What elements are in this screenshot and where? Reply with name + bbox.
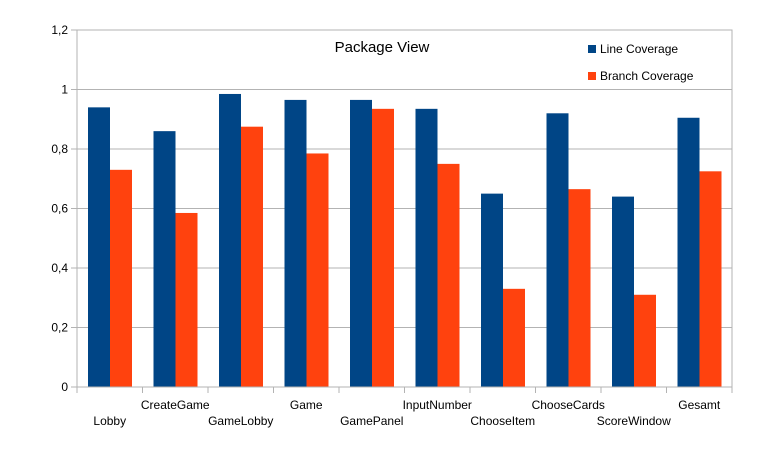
plot-area-frame [76, 29, 733, 388]
x-tick-label: ScoreWindow [597, 414, 671, 428]
bar-line-coverage [219, 93, 241, 388]
bars [88, 93, 722, 388]
chart-title: Package View [335, 39, 430, 56]
legend: Line Coverage Branch Coverage [588, 42, 694, 83]
legend-swatch [588, 45, 596, 53]
bar-line-coverage [350, 99, 372, 387]
bar-branch-coverage [503, 288, 525, 387]
x-tick-label: Lobby [93, 414, 126, 428]
bar-branch-coverage [437, 163, 460, 387]
bar-line-coverage [481, 193, 503, 387]
y-tick-label: 1 [61, 83, 68, 97]
bar-line-coverage [415, 108, 438, 388]
bar-branch-coverage [241, 126, 263, 387]
x-tick-label: InputNumber [403, 398, 472, 412]
bar-line-coverage [284, 99, 307, 387]
y-tick-label: 0,6 [51, 202, 68, 216]
bar-line-coverage [677, 117, 700, 387]
bar-line-coverage [612, 196, 634, 387]
bar-branch-coverage [699, 171, 722, 387]
legend-swatch [588, 72, 596, 80]
bar-line-coverage [153, 131, 176, 387]
y-tick-label: 0,2 [51, 321, 68, 335]
legend-label: Branch Coverage [600, 69, 694, 83]
y-tick-label: 0,8 [51, 142, 68, 156]
bar-line-coverage [88, 107, 110, 387]
bar-branch-coverage [175, 212, 198, 387]
bar-branch-coverage [568, 189, 591, 387]
y-axis-tick-labels: 0 0,2 0,4 0,6 0,8 1 1,2 [51, 23, 68, 394]
y-tick-label: 0,4 [51, 261, 68, 275]
y-tick-label: 0 [61, 380, 68, 394]
x-tick-label: Game [290, 398, 323, 412]
bar-branch-coverage [110, 169, 132, 387]
bar-branch-coverage [306, 153, 329, 387]
x-tick-label: ChooseItem [470, 414, 535, 428]
y-tick-label: 1,2 [51, 23, 68, 37]
bar-branch-coverage [372, 108, 394, 388]
x-tick-label: GameLobby [208, 414, 273, 428]
bar-line-coverage [546, 113, 569, 388]
x-tick-label: CreateGame [141, 398, 210, 412]
x-tick-label: ChooseCards [532, 398, 605, 412]
legend-label: Line Coverage [600, 42, 678, 56]
x-tick-label: Gesamt [678, 398, 721, 412]
x-axis-tick-labels: Lobby CreateGame GameLobby Game GamePanelInp… [93, 398, 721, 428]
bar-branch-coverage [634, 294, 656, 387]
x-tick-label: GamePanel [340, 414, 403, 428]
